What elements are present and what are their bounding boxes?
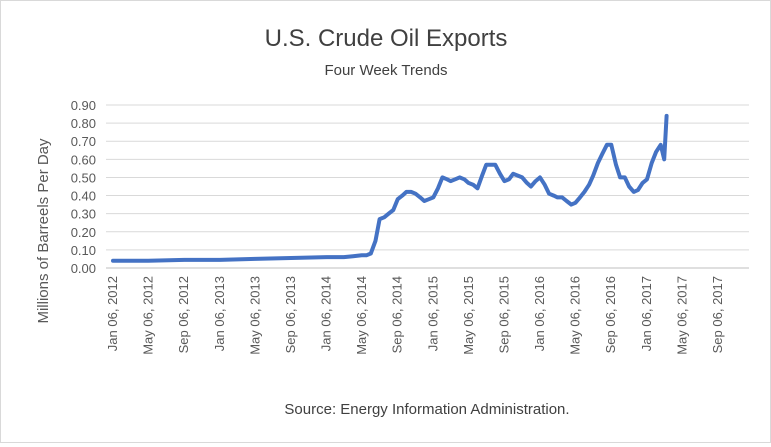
y-tick-label: 0.60: [71, 152, 96, 167]
source-note: Source: Energy Information Administratio…: [284, 401, 569, 418]
x-tick-label: Jan 06, 2016: [532, 276, 547, 351]
series-line: [111, 113, 669, 263]
chart-subtitle: Four Week Trends: [324, 62, 447, 79]
x-tick-label: May 06, 2014: [354, 276, 369, 355]
x-tick-label: May 06, 2013: [247, 276, 262, 355]
x-tick-labels: Jan 06, 2012 May 06, 2012 Sep 06, 2012 Jan …: [105, 276, 725, 355]
x-tick-label: Sep 06, 2013: [283, 276, 298, 353]
x-tick-label: Sep 06, 2017: [710, 276, 725, 353]
y-tick-label: 0.00: [71, 261, 96, 276]
x-tick-label: Sep 06, 2015: [496, 276, 511, 353]
y-tick-label: 0.50: [71, 170, 96, 185]
x-tick-label: Sep 06, 2012: [176, 276, 191, 353]
y-tick-label: 0.10: [71, 243, 96, 258]
x-tick-label: Jan 06, 2017: [639, 276, 654, 351]
x-tick-label: May 06, 2015: [461, 276, 476, 355]
chart-title: U.S. Crude Oil Exports: [265, 25, 508, 52]
x-tick-label: Sep 06, 2016: [603, 276, 618, 353]
y-tick-label: 0.30: [71, 207, 96, 222]
y-axis-label: Millions of Barreels Per Day: [35, 138, 52, 324]
y-tick-label: 0.90: [71, 98, 96, 113]
y-tick-label: 0.20: [71, 225, 96, 240]
gridlines: [106, 104, 749, 269]
x-tick-label: May 06, 2012: [141, 276, 156, 355]
x-tick-label: May 06, 2017: [674, 276, 689, 355]
x-tick-label: Jan 06, 2015: [425, 276, 440, 351]
y-tick-label: 0.70: [71, 134, 96, 149]
y-tick-labels: 0.00 0.10 0.20 0.30 0.40 0.50 0.60 0.70 0.80 0.90: [71, 98, 96, 276]
x-tick-label: Jan 06, 2012: [105, 276, 120, 351]
x-tick-label: Sep 06, 2014: [390, 276, 405, 353]
x-tick-label: Jan 06, 2013: [212, 276, 227, 351]
y-tick-label: 0.40: [71, 189, 96, 204]
x-tick-label: May 06, 2016: [568, 276, 583, 355]
y-tick-label: 0.80: [71, 116, 96, 131]
x-tick-label: Jan 06, 2014: [319, 276, 334, 351]
